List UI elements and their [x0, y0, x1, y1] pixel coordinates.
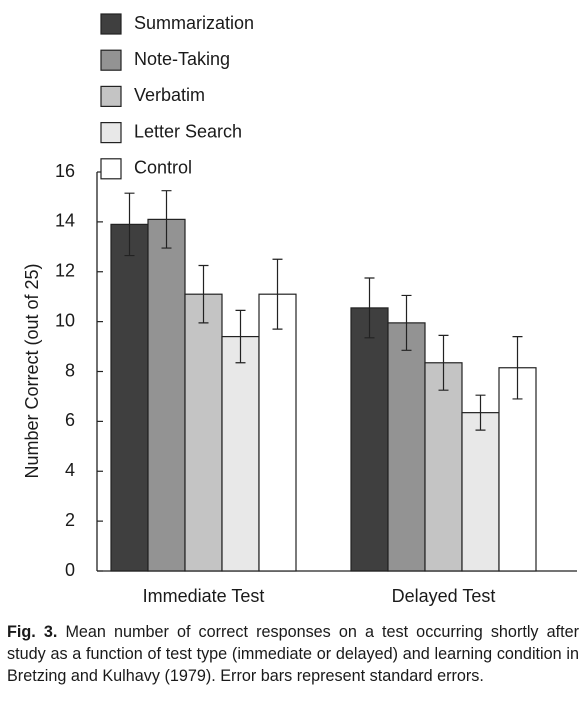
bar	[258, 293, 297, 572]
legend-label: Verbatim	[134, 85, 205, 105]
x-tick-label: Delayed Test	[392, 586, 496, 606]
caption: Fig. 3. Mean number of correct responses…	[7, 621, 579, 687]
bar	[184, 293, 223, 572]
error-bar	[272, 258, 283, 330]
y-tick-label: 4	[65, 460, 75, 480]
legend-swatch	[100, 158, 122, 180]
legend-swatch	[100, 121, 122, 144]
legend-swatch	[100, 49, 122, 71]
caption-text: Mean number of correct responses on a te…	[7, 623, 579, 685]
error-bar	[124, 192, 135, 257]
y-tick-label: 10	[55, 310, 75, 330]
error-bar	[401, 294, 412, 351]
bar	[498, 367, 537, 572]
caption-label: Fig. 3.	[7, 623, 58, 641]
error-bar	[438, 334, 449, 391]
bar	[350, 307, 389, 572]
legend-label: Letter Search	[134, 121, 242, 141]
legend-swatch	[100, 85, 122, 108]
error-bar	[512, 335, 523, 400]
x-tick-label: Immediate Test	[143, 586, 265, 606]
legend-label: Control	[134, 158, 192, 178]
legend-label: Summarization	[134, 13, 254, 33]
bar	[461, 412, 500, 572]
y-tick-label: 14	[55, 211, 75, 231]
error-bar	[475, 394, 486, 431]
bar	[424, 362, 463, 572]
legend-label: Note-Taking	[134, 49, 230, 69]
legend-swatch	[100, 13, 122, 35]
y-tick-label: 2	[65, 510, 75, 530]
y-axis-label: Number Correct (out of 25)	[22, 263, 42, 478]
error-bar	[364, 277, 375, 339]
y-tick-label: 16	[55, 161, 75, 181]
error-bar	[198, 264, 209, 324]
bar	[110, 223, 149, 572]
chart: Number Correct (out of 25) 0 2 4 6 8 10 12 14 16…	[22, 13, 577, 606]
bar	[387, 322, 426, 572]
y-tick-label: 0	[65, 560, 75, 580]
y-tick-label: 12	[55, 261, 75, 281]
bar	[147, 218, 186, 572]
bar	[221, 335, 260, 572]
error-bar	[235, 309, 246, 364]
y-tick-label: 6	[65, 410, 75, 430]
y-tick-label: 8	[65, 360, 75, 380]
error-bar	[161, 190, 172, 249]
